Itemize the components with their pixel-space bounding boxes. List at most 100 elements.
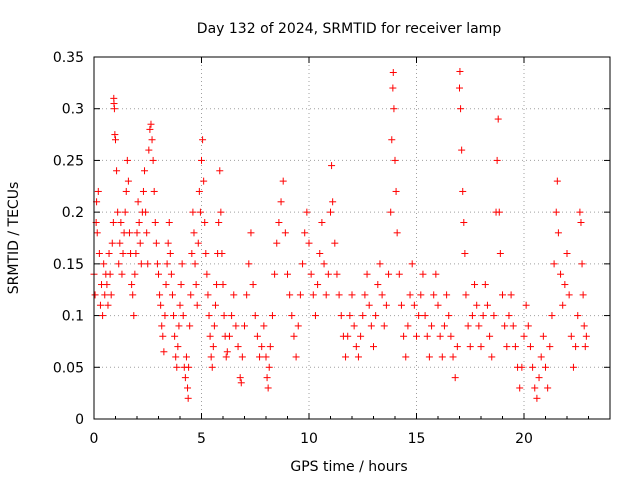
data-point xyxy=(281,229,289,237)
data-point xyxy=(436,332,444,340)
data-point xyxy=(106,270,114,278)
data-point xyxy=(217,208,225,216)
data-point xyxy=(344,332,352,340)
data-point xyxy=(539,332,547,340)
data-point xyxy=(207,353,215,361)
data-point xyxy=(186,322,194,330)
data-point xyxy=(354,353,362,361)
data-point xyxy=(548,312,556,320)
data-point xyxy=(185,363,193,371)
data-point xyxy=(142,208,150,216)
data-point xyxy=(241,322,248,330)
data-point xyxy=(93,229,101,237)
data-point xyxy=(456,67,464,75)
y-tick-label: 0.2 xyxy=(62,205,84,221)
data-point xyxy=(200,177,208,185)
data-point xyxy=(581,343,589,351)
data-point xyxy=(129,291,137,299)
data-point xyxy=(582,332,590,340)
data-point xyxy=(122,187,130,195)
data-point xyxy=(119,250,127,258)
x-tick-label: 15 xyxy=(408,431,426,447)
data-point xyxy=(230,291,238,299)
data-point xyxy=(578,260,586,268)
data-point xyxy=(363,270,371,278)
data-point xyxy=(124,177,132,185)
data-point xyxy=(526,343,534,351)
data-point xyxy=(410,301,418,309)
data-point xyxy=(130,312,138,320)
data-point xyxy=(114,208,122,216)
data-point xyxy=(544,384,552,392)
data-point xyxy=(220,312,228,320)
data-point xyxy=(576,208,584,216)
data-point xyxy=(265,363,273,371)
data-point xyxy=(268,312,276,320)
data-point xyxy=(327,208,334,216)
data-point xyxy=(256,353,264,361)
data-point xyxy=(251,312,259,320)
data-point xyxy=(198,156,205,164)
data-point xyxy=(176,301,184,309)
data-point xyxy=(134,198,142,206)
data-point xyxy=(263,374,271,382)
data-point xyxy=(121,208,129,216)
data-point xyxy=(234,343,242,351)
data-point xyxy=(337,312,345,320)
data-point xyxy=(236,374,244,382)
data-point xyxy=(104,301,112,309)
data-point xyxy=(565,291,573,299)
data-point xyxy=(175,322,183,330)
data-point xyxy=(167,270,175,278)
data-point xyxy=(145,146,153,154)
data-point xyxy=(181,374,189,382)
data-point xyxy=(397,301,405,309)
data-point xyxy=(109,218,117,226)
data-point xyxy=(184,384,192,392)
data-point xyxy=(206,332,214,340)
data-point xyxy=(172,353,180,361)
data-point xyxy=(524,322,532,330)
data-point xyxy=(165,218,173,226)
data-point xyxy=(237,379,245,387)
data-point xyxy=(201,218,209,226)
data-point xyxy=(147,120,155,128)
data-point xyxy=(91,291,99,299)
data-point xyxy=(415,312,423,320)
data-point xyxy=(110,105,118,113)
x-tick-label: 5 xyxy=(197,431,206,447)
data-point xyxy=(561,281,569,289)
data-point xyxy=(163,260,171,268)
data-point xyxy=(223,348,231,356)
data-point xyxy=(451,374,459,382)
data-point xyxy=(579,291,587,299)
data-point xyxy=(204,291,212,299)
data-point xyxy=(520,332,528,340)
data-point xyxy=(164,239,172,247)
data-point xyxy=(107,291,115,299)
data-point xyxy=(213,281,221,289)
data-point xyxy=(288,312,296,320)
data-point xyxy=(184,394,192,402)
data-point xyxy=(390,105,398,113)
data-point xyxy=(320,260,328,268)
data-point xyxy=(456,84,463,92)
data-point xyxy=(479,312,487,320)
data-point xyxy=(177,281,185,289)
data-point xyxy=(292,353,300,361)
data-point xyxy=(574,312,582,320)
data-point xyxy=(352,343,360,351)
data-point xyxy=(95,250,103,258)
data-point xyxy=(131,270,139,278)
data-point xyxy=(103,281,111,289)
data-point xyxy=(128,281,136,289)
data-point xyxy=(546,343,554,351)
data-point xyxy=(228,312,236,320)
data-point xyxy=(193,301,201,309)
x-tick-label: 10 xyxy=(300,431,318,447)
data-point xyxy=(443,291,451,299)
data-point xyxy=(139,187,147,195)
data-point xyxy=(496,250,504,258)
data-point xyxy=(554,229,562,237)
